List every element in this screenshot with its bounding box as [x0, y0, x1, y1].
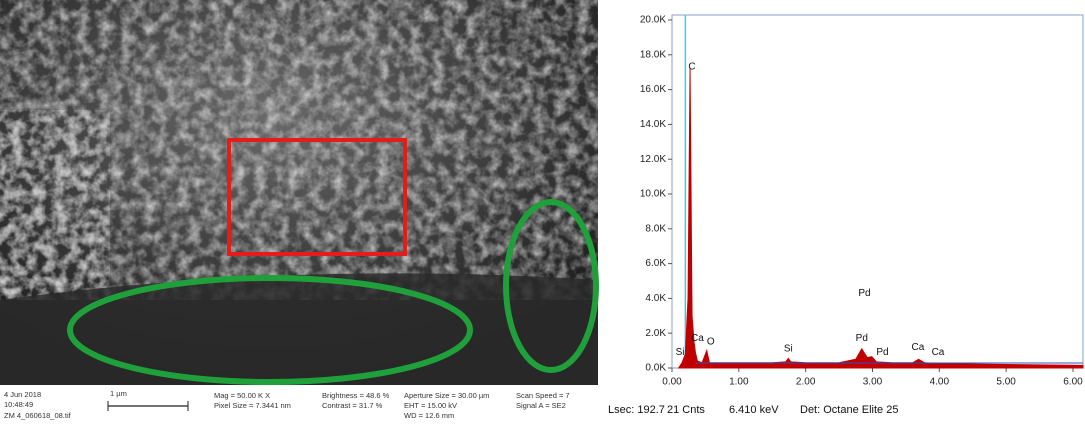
y-tick-label: 4.0K — [645, 293, 666, 304]
footer-text: Det: Octane Elite 25 — [800, 404, 898, 416]
y-tick-label: 2.0K — [645, 328, 666, 339]
sem-info: 4 Jun 2018 — [4, 390, 41, 399]
peak-label: C — [688, 62, 695, 73]
y-tick-label: 10.0K — [640, 189, 666, 200]
sem-param: EHT = 15.00 kV — [404, 401, 457, 410]
y-tick-label: 20.0K — [640, 15, 666, 26]
sem-param: WD = 12.6 mm — [404, 411, 454, 420]
sem-param: Contrast = 31.7 % — [322, 401, 383, 410]
y-tick-label: 12.0K — [640, 154, 666, 165]
y-tick-label: 18.0K — [640, 49, 666, 60]
y-tick-label: 14.0K — [640, 119, 666, 130]
footer-text: Lsec: 192.7 — [608, 404, 665, 416]
peak-label: O — [707, 337, 715, 348]
sem-param: Aperture Size = 30.00 µm — [404, 391, 489, 400]
peak-label: Si — [676, 347, 685, 358]
x-tick-label: 4.00 — [930, 377, 950, 388]
peak-label: Ca — [691, 333, 704, 344]
sem-param: Pixel Size = 7.3441 nm — [214, 401, 291, 410]
peak-label: Pd — [876, 347, 888, 358]
y-tick-label: 8.0K — [645, 223, 666, 234]
y-tick-label: 6.0K — [645, 258, 666, 269]
peak-label: Ca — [912, 342, 925, 353]
peak-label: Ca — [932, 347, 945, 358]
x-tick-label: 2.00 — [796, 377, 816, 388]
sem-param: Signal A = SE2 — [516, 401, 566, 410]
x-tick-label: 5.00 — [996, 377, 1016, 388]
peak-label: Si — [784, 344, 793, 355]
y-tick-label: 16.0K — [640, 84, 666, 95]
x-tick-label: 3.00 — [863, 377, 883, 388]
sem-info: ZM 4_060618_08.tif — [4, 411, 72, 420]
scale-bar-label: 1 µm — [110, 389, 127, 398]
x-tick-label: 1.00 — [729, 377, 749, 388]
x-tick-label: 0.00 — [662, 377, 682, 388]
footer-text: 6.410 keV — [729, 404, 779, 416]
peak-label: Pd — [858, 288, 870, 299]
peak-label: Pd — [856, 333, 868, 344]
sem-info: 10:48:49 — [4, 400, 33, 409]
x-tick-label: 6.00 — [1063, 377, 1083, 388]
sem-image: 4 Jun 2018 10:48:49 ZM 4_060618_08.tif 1… — [0, 0, 599, 420]
spectrum: 0.0K 2.0K 4.0K 6.0K 8.0K 10.0K 12.0K 14.0K 16.0K… — [605, 0, 1085, 423]
y-tick-label: 0.0K — [645, 363, 666, 374]
sem-param: Scan Speed = 7 — [516, 391, 570, 400]
footer-text: 21 Cnts — [667, 404, 705, 416]
sem-param: Brightness = 48.6 % — [322, 391, 390, 400]
sem-param: Mag = 50.00 K X — [214, 391, 270, 400]
spectrum-area — [677, 68, 1084, 369]
